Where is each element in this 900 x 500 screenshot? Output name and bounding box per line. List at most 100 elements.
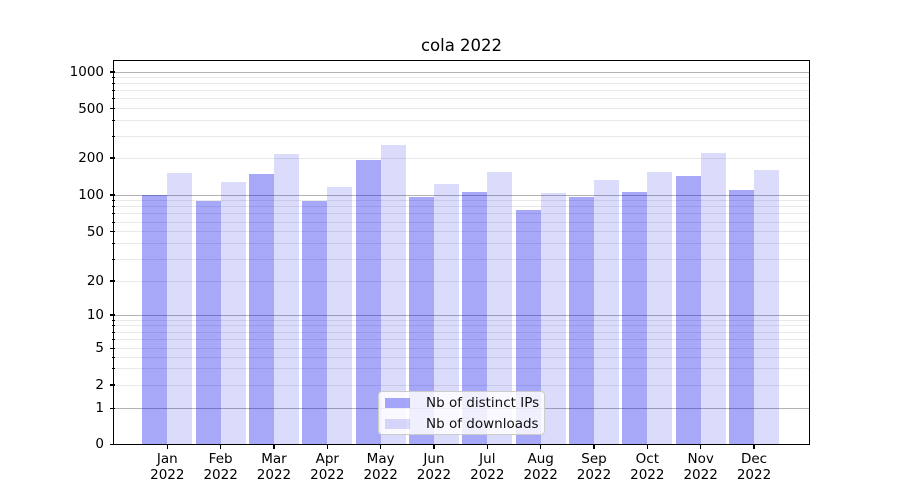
x-label-year: 2022 xyxy=(683,466,718,483)
y-tick-mark xyxy=(110,384,115,386)
x-tick-label: Aug 2022 xyxy=(514,452,568,483)
x-tick-mark xyxy=(433,444,435,449)
x-label-year: 2022 xyxy=(363,466,398,483)
x-label-year: 2022 xyxy=(630,466,665,483)
bar-downloads xyxy=(754,169,779,445)
x-label-month: Jan xyxy=(156,451,178,468)
legend-label: Nb of downloads xyxy=(426,415,539,432)
bar-distinct-ips xyxy=(195,200,221,445)
y-minor-tick-mark xyxy=(112,331,115,333)
y-tick-mark xyxy=(110,347,115,349)
y-tick-label: 10 xyxy=(86,307,104,323)
x-label-month: Oct xyxy=(635,451,659,468)
bar-downloads xyxy=(700,153,726,445)
x-tick-label: May 2022 xyxy=(354,452,408,483)
minor-gridline xyxy=(114,206,810,208)
minor-gridline xyxy=(114,221,810,223)
x-tick-mark xyxy=(700,444,702,449)
x-label-year: 2022 xyxy=(310,466,345,483)
x-tick-label: Jan 2022 xyxy=(140,452,194,483)
bar-distinct-ips xyxy=(729,190,754,445)
x-label-month: Sep xyxy=(581,451,607,468)
minor-gridline xyxy=(114,339,810,341)
minor-gridline xyxy=(114,98,810,100)
y-minor-tick-mark xyxy=(112,243,115,245)
y-tick-mark xyxy=(110,407,115,409)
y-tick-label: 20 xyxy=(86,273,104,289)
bar-downloads xyxy=(167,173,193,445)
y-tick-mark xyxy=(110,194,115,196)
x-tick-mark xyxy=(646,444,649,449)
minor-gridline xyxy=(114,368,810,370)
minor-gridline xyxy=(114,213,810,215)
y-tick-mark xyxy=(110,314,115,316)
legend-swatch xyxy=(385,418,410,429)
y-minor-tick-mark xyxy=(112,83,115,85)
chart-title: cola 2022 xyxy=(420,36,503,55)
bar-distinct-ips xyxy=(142,195,168,445)
y-minor-tick-mark xyxy=(112,221,115,223)
y-tick-label: 500 xyxy=(78,100,104,117)
x-label-year: 2022 xyxy=(150,466,185,483)
minor-gridline xyxy=(114,231,810,233)
x-label-year: 2022 xyxy=(203,466,238,483)
y-minor-tick-mark xyxy=(112,135,115,137)
y-tick-label: 1 xyxy=(95,400,104,417)
y-tick-mark xyxy=(110,280,115,282)
x-tick-mark xyxy=(380,444,382,449)
legend-entry: Nb of downloads xyxy=(379,413,544,434)
minor-gridline xyxy=(114,83,810,85)
minor-gridline xyxy=(114,325,810,327)
y-minor-tick-mark xyxy=(112,319,115,321)
x-tick-mark xyxy=(273,444,275,449)
x-tick-label: Feb 2022 xyxy=(194,452,248,483)
x-tick-label: Dec 2022 xyxy=(727,452,781,483)
x-label-month: Nov xyxy=(687,451,714,468)
x-label-year: 2022 xyxy=(523,466,558,483)
y-minor-tick-mark xyxy=(112,325,115,327)
y-minor-tick-mark xyxy=(112,356,115,358)
bar-downloads xyxy=(220,181,246,445)
x-tick-mark xyxy=(166,444,168,449)
minor-gridline xyxy=(114,356,810,358)
x-label-year: 2022 xyxy=(416,466,452,483)
bar-distinct-ips xyxy=(622,192,648,445)
bar-downloads xyxy=(593,180,619,445)
x-label-month: Dec xyxy=(740,451,768,468)
bar-downloads xyxy=(647,171,673,445)
y-minor-tick-mark xyxy=(112,120,115,122)
x-tick-label: Mar 2022 xyxy=(247,452,301,483)
bar-distinct-ips xyxy=(248,174,274,445)
x-label-year: 2022 xyxy=(576,466,612,483)
y-tick-label: 0 xyxy=(95,436,104,453)
legend-entry: Nb of distinct IPs xyxy=(379,392,544,413)
bar-downloads xyxy=(327,187,353,445)
minor-gridline xyxy=(114,280,810,282)
y-tick-label: 200 xyxy=(78,150,104,166)
legend: Nb of distinct IPs Nb of downloads xyxy=(378,391,545,435)
x-tick-label: Jun 2022 xyxy=(407,452,461,483)
x-tick-mark xyxy=(220,444,222,449)
y-minor-tick-mark xyxy=(112,213,115,215)
legend-swatch xyxy=(385,397,410,408)
y-tick-label: 2 xyxy=(95,377,104,393)
y-tick-label: 100 xyxy=(78,187,104,203)
x-tick-label: Jul 2022 xyxy=(460,452,514,483)
minor-gridline xyxy=(114,258,810,260)
minor-gridline xyxy=(114,135,810,137)
x-tick-label: Apr 2022 xyxy=(300,452,354,483)
minor-gridline xyxy=(114,108,810,109)
y-minor-tick-mark xyxy=(112,368,115,370)
minor-gridline xyxy=(114,90,810,92)
x-tick-mark xyxy=(593,444,595,449)
x-label-month: Aug xyxy=(527,451,554,468)
y-tick-mark xyxy=(110,71,115,73)
bar-distinct-ips xyxy=(355,160,381,445)
minor-gridline xyxy=(114,331,810,333)
minor-gridline xyxy=(114,157,810,159)
x-label-month: May xyxy=(366,451,395,468)
x-tick-mark xyxy=(540,444,542,449)
bar-distinct-ips xyxy=(568,196,594,445)
x-label-year: 2022 xyxy=(256,466,292,483)
